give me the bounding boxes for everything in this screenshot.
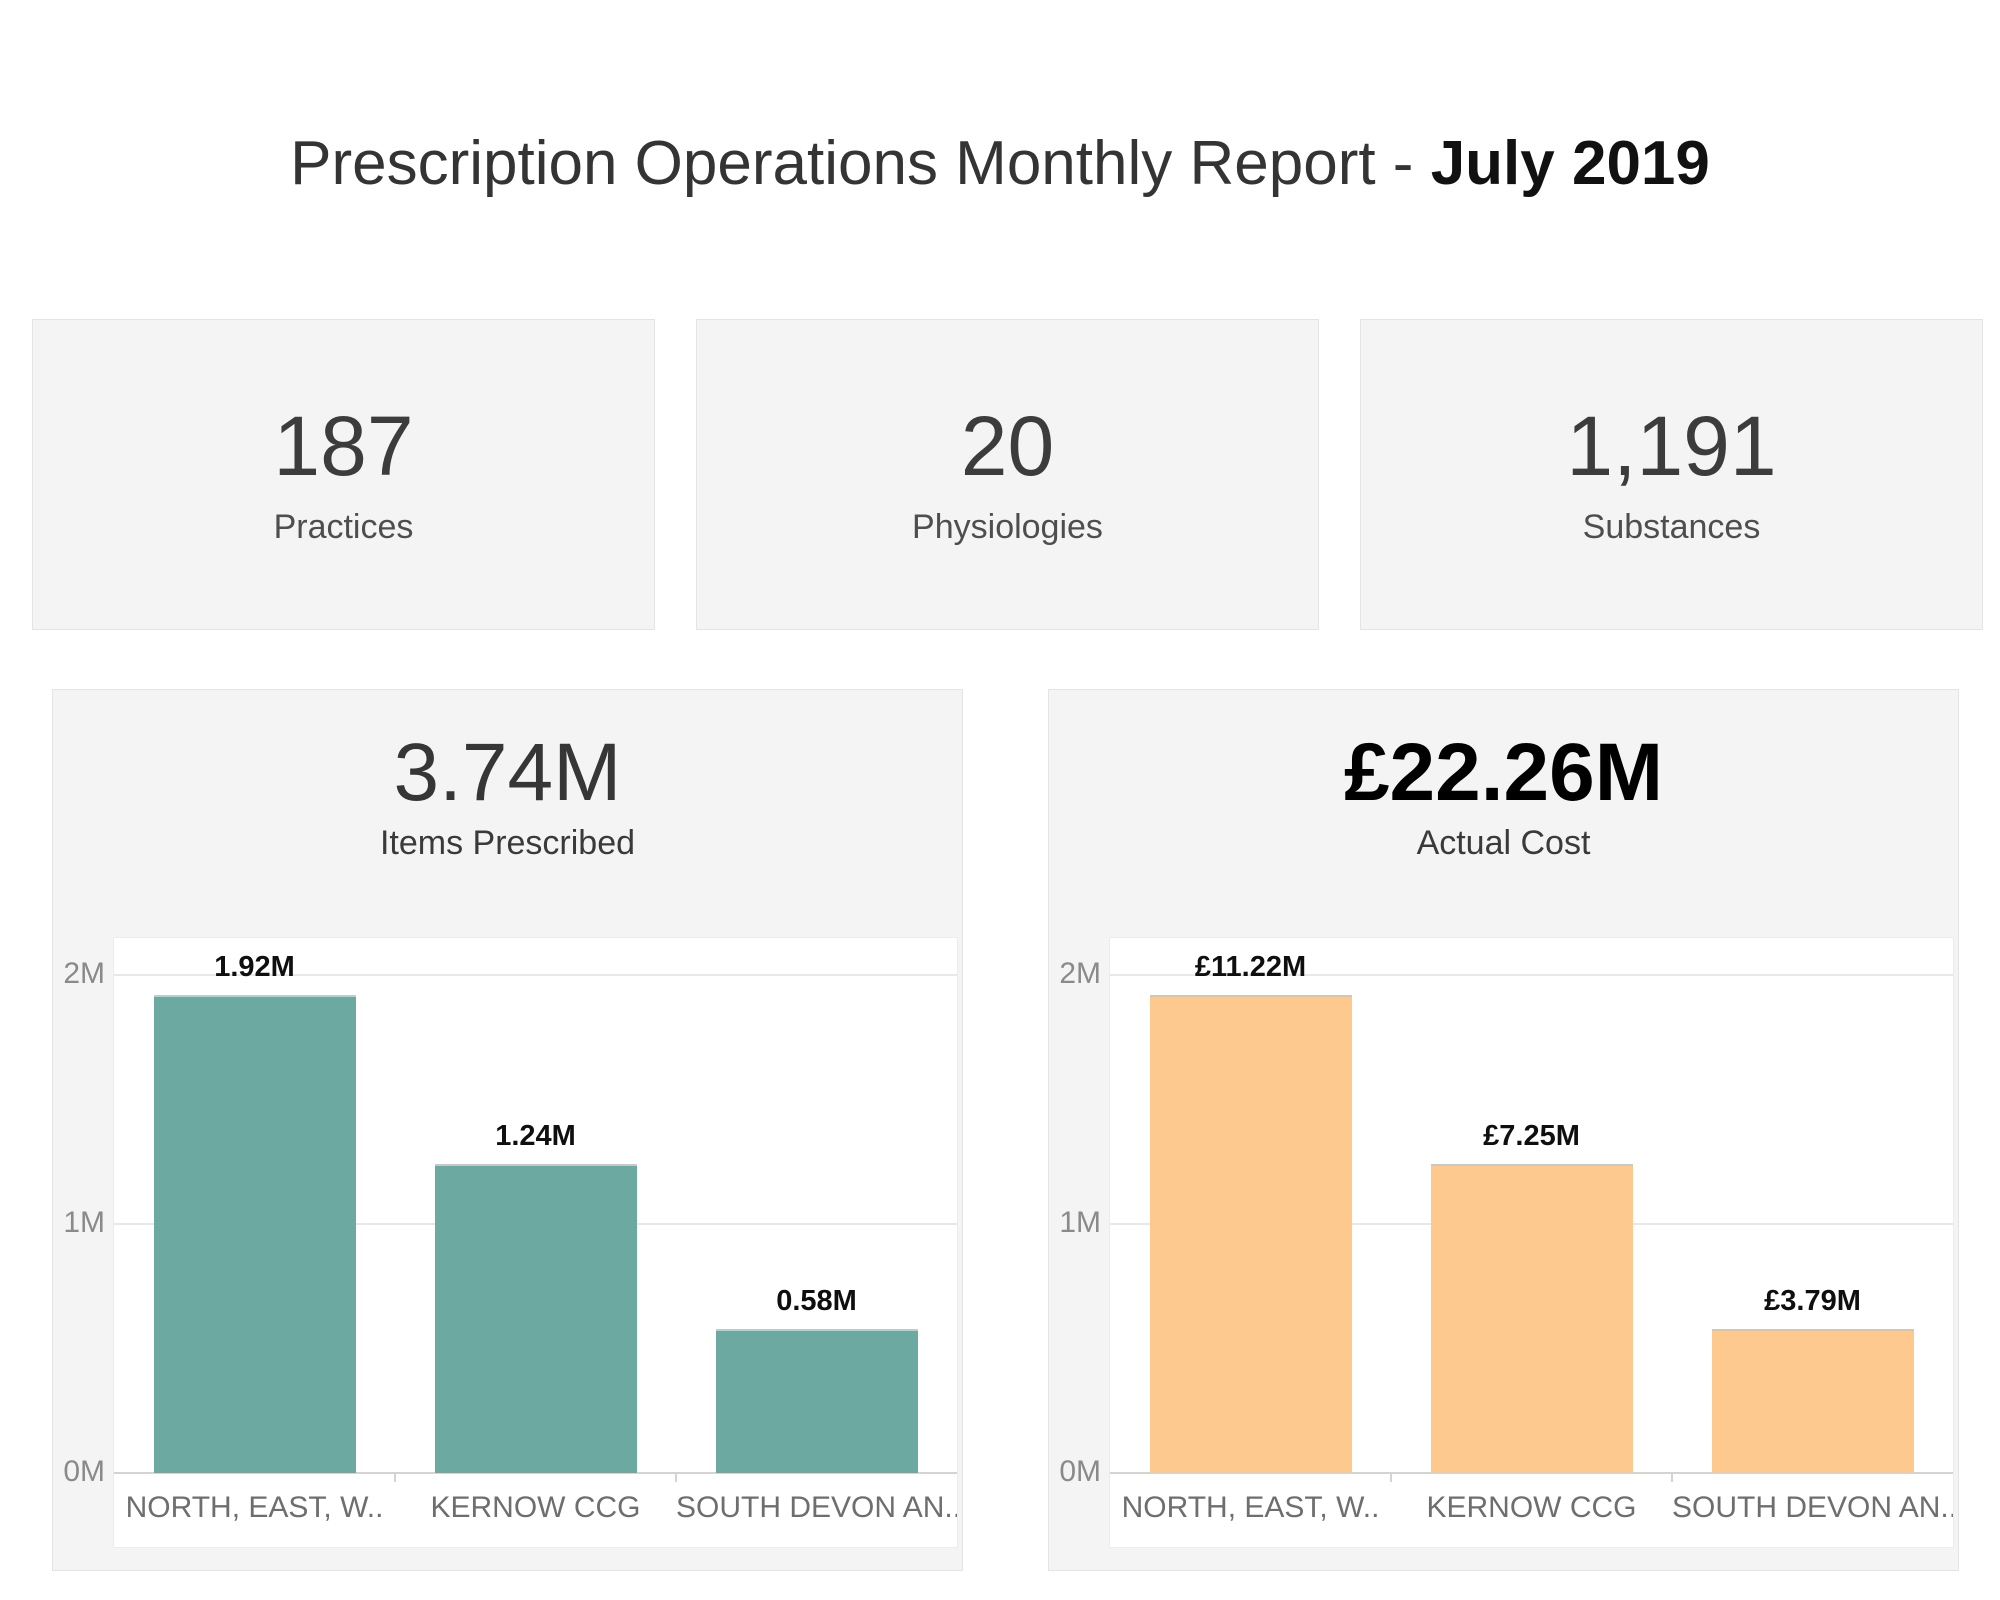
y-axis-tick-label: 1M — [1059, 1206, 1101, 1239]
y-axis-tick-label: 2M — [1059, 957, 1101, 990]
y-axis-tick-label: 2M — [63, 957, 105, 990]
plot-area: £11.22M NORTH, EAST, W.. £7.25M KERNOW CCG £… — [1109, 937, 1954, 1548]
gridline — [114, 974, 957, 976]
x-axis-category-label: SOUTH DEVON AN.. — [676, 1491, 957, 1524]
category-divider-tick — [394, 1474, 396, 1482]
category-divider-tick — [1390, 1474, 1392, 1482]
category-divider-tick — [1671, 1474, 1673, 1482]
x-axis-baseline — [114, 1472, 957, 1474]
chart-title: 3.74M — [393, 727, 622, 818]
kpi-value: 1,191 — [1566, 398, 1777, 493]
chart-subtitle: Items Prescribed — [379, 824, 636, 862]
x-axis-category-label: NORTH, EAST, W.. — [1121, 1491, 1380, 1524]
category-divider-tick — [675, 1474, 677, 1482]
bar[interactable] — [154, 995, 356, 1473]
kpi-card-substances: 1,191 Substances — [1360, 319, 1983, 630]
bar-value-label: £3.79M — [1764, 1285, 1861, 1317]
chart-panel-actual-cost: £22.26M Actual Cost £11.22M NORTH, EAST, … — [1048, 689, 1959, 1571]
y-axis-tick-label: 0M — [63, 1455, 105, 1488]
kpi-value: 187 — [273, 398, 414, 493]
y-axis-tick-label: 1M — [63, 1206, 105, 1239]
kpi-label: Physiologies — [912, 508, 1103, 547]
x-axis-category-label: KERNOW CCG — [1426, 1491, 1637, 1524]
kpi-card-physiologies: 20 Physiologies — [696, 319, 1319, 630]
page-title-month: July 2019 — [1430, 129, 1710, 198]
bar-value-label: 1.24M — [495, 1120, 576, 1152]
bar[interactable] — [1431, 1164, 1633, 1473]
chart-panel-items-prescribed: 3.74M Items Prescribed 1.92M NORTH, EAST,… — [52, 689, 963, 1571]
gridline — [1110, 974, 1953, 976]
x-axis-baseline — [1110, 1472, 1953, 1474]
plot-area: 1.92M NORTH, EAST, W.. 1.24M KERNOW CCG 0.58… — [113, 937, 958, 1548]
page-title: Prescription Operations Monthly Report -… — [0, 128, 2000, 199]
bar-value-label: £7.25M — [1483, 1120, 1580, 1152]
bar[interactable] — [1150, 995, 1352, 1473]
y-axis-tick-label: 0M — [1059, 1455, 1101, 1488]
kpi-label: Substances — [1582, 508, 1761, 547]
x-axis-category-label: NORTH, EAST, W.. — [125, 1491, 384, 1524]
chart-subtitle: Actual Cost — [1416, 824, 1591, 862]
page-title-text: Prescription Operations Monthly Report - — [290, 129, 1431, 198]
bar-value-label: 0.58M — [776, 1285, 857, 1317]
chart-title: £22.26M — [1343, 727, 1664, 818]
kpi-card-practices: 187 Practices — [32, 319, 655, 630]
bar[interactable] — [435, 1164, 637, 1473]
x-axis-category-label: KERNOW CCG — [430, 1491, 641, 1524]
bar[interactable] — [1712, 1329, 1914, 1473]
bar-value-label: £11.22M — [1194, 951, 1307, 983]
kpi-label: Practices — [273, 508, 414, 547]
bar-value-label: 1.92M — [214, 951, 295, 983]
bar[interactable] — [716, 1329, 918, 1473]
x-axis-category-label: SOUTH DEVON AN.. — [1672, 1491, 1953, 1524]
kpi-value: 20 — [960, 398, 1055, 493]
